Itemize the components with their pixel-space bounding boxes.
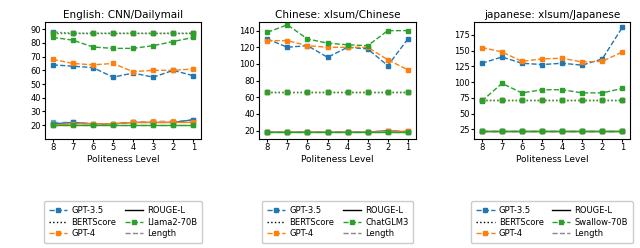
Title: Chinese: xlsum/Chinese: Chinese: xlsum/Chinese (275, 10, 401, 20)
X-axis label: Politeness Level: Politeness Level (516, 155, 588, 164)
Legend: GPT-3.5, BERTScore, GPT-4, ROUGE-L, Llama2-70B, Length: GPT-3.5, BERTScore, GPT-4, ROUGE-L, Llam… (44, 201, 202, 243)
Legend: GPT-3.5, BERTScore, GPT-4, ROUGE-L, Swallow-70B, Length: GPT-3.5, BERTScore, GPT-4, ROUGE-L, Swal… (471, 201, 633, 243)
X-axis label: Politeness Level: Politeness Level (87, 155, 159, 164)
Legend: GPT-3.5, BERTScore, GPT-4, ROUGE-L, ChatGLM3, Length: GPT-3.5, BERTScore, GPT-4, ROUGE-L, Chat… (262, 201, 413, 243)
Title: japanese: xlsum/Japanese: japanese: xlsum/Japanese (484, 10, 620, 20)
Title: English: CNN/Dailymail: English: CNN/Dailymail (63, 10, 183, 20)
X-axis label: Politeness Level: Politeness Level (301, 155, 374, 164)
